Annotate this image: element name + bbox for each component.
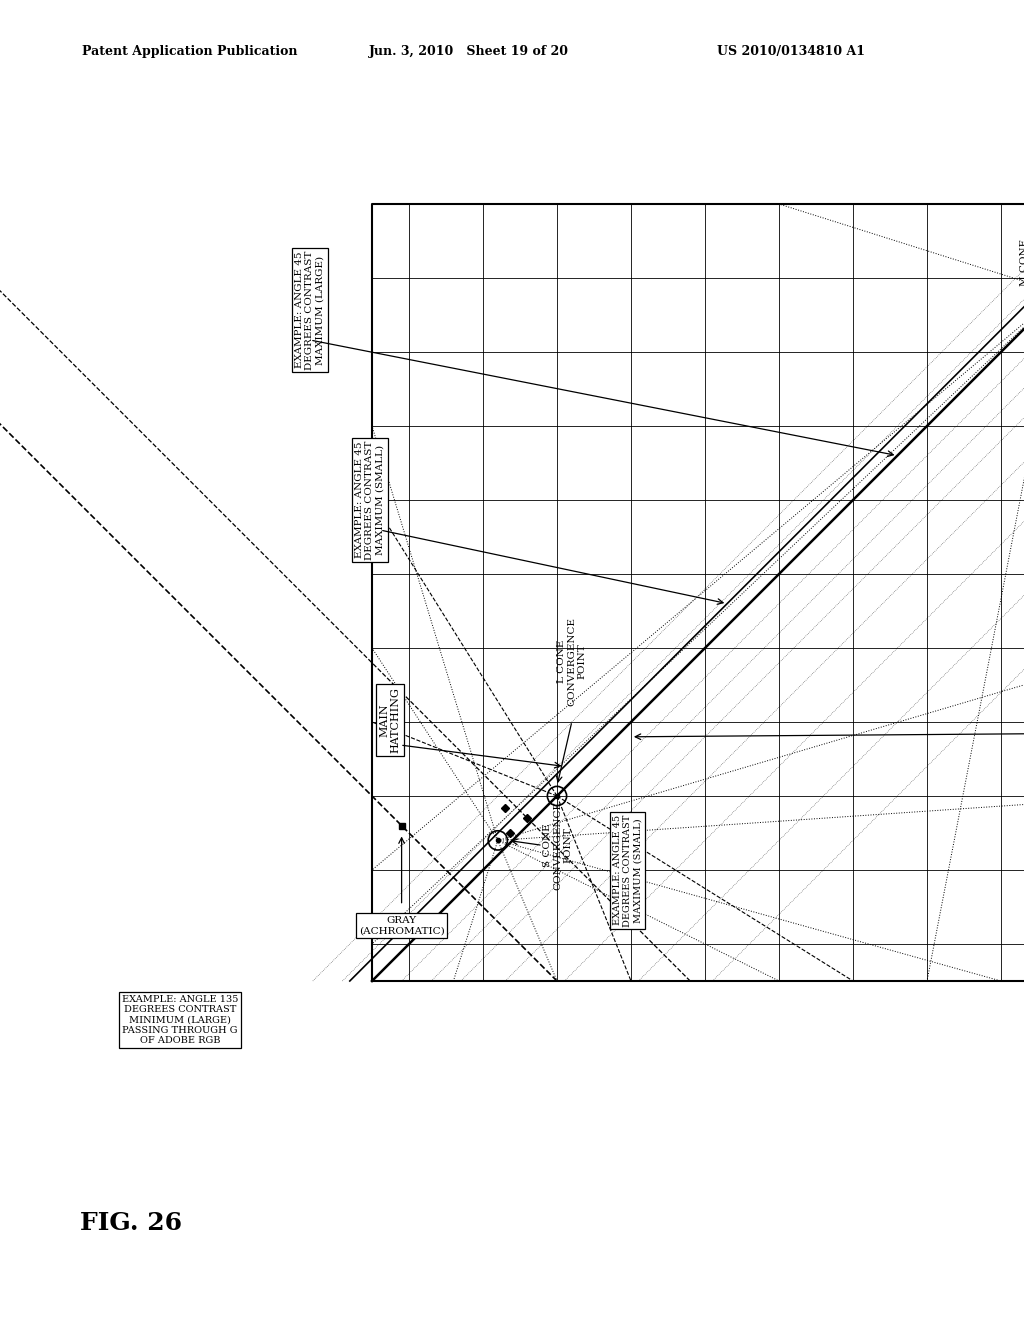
Text: L CONE
CONVERGENCE
POINT: L CONE CONVERGENCE POINT [557, 616, 587, 706]
Text: EXAMPLE: ANGLE 45
DEGREES CONTRAST
MAXIMUM (SMALL): EXAMPLE: ANGLE 45 DEGREES CONTRAST MAXIM… [613, 814, 643, 927]
Text: Jun. 3, 2010   Sheet 19 of 20: Jun. 3, 2010 Sheet 19 of 20 [369, 45, 568, 58]
Text: FIG. 26: FIG. 26 [80, 1210, 182, 1236]
Text: Patent Application Publication: Patent Application Publication [82, 45, 297, 58]
Text: EXAMPLE: ANGLE 135
DEGREES CONTRAST
MINIMUM (LARGE)
PASSING THROUGH G
OF ADOBE R: EXAMPLE: ANGLE 135 DEGREES CONTRAST MINI… [122, 995, 239, 1045]
Text: EXAMPLE: ANGLE 45
DEGREES CONTRAST
MAXIMUM (LARGE): EXAMPLE: ANGLE 45 DEGREES CONTRAST MAXIM… [295, 251, 325, 370]
Text: EXAMPLE: ANGLE 45
DEGREES CONTRAST
MAXIMUM (SMALL): EXAMPLE: ANGLE 45 DEGREES CONTRAST MAXIM… [355, 441, 385, 560]
Text: US 2010/0134810 A1: US 2010/0134810 A1 [717, 45, 865, 58]
Text: MAIN
HATCHING: MAIN HATCHING [379, 688, 400, 752]
Text: S CONE
CONVERGENCE
POINT: S CONE CONVERGENCE POINT [543, 801, 572, 890]
Text: M CONE
CONVERGENCE
POINT: M CONE CONVERGENCE POINT [1020, 218, 1024, 308]
Text: GRAY
(ACHROMATIC): GRAY (ACHROMATIC) [358, 916, 444, 936]
